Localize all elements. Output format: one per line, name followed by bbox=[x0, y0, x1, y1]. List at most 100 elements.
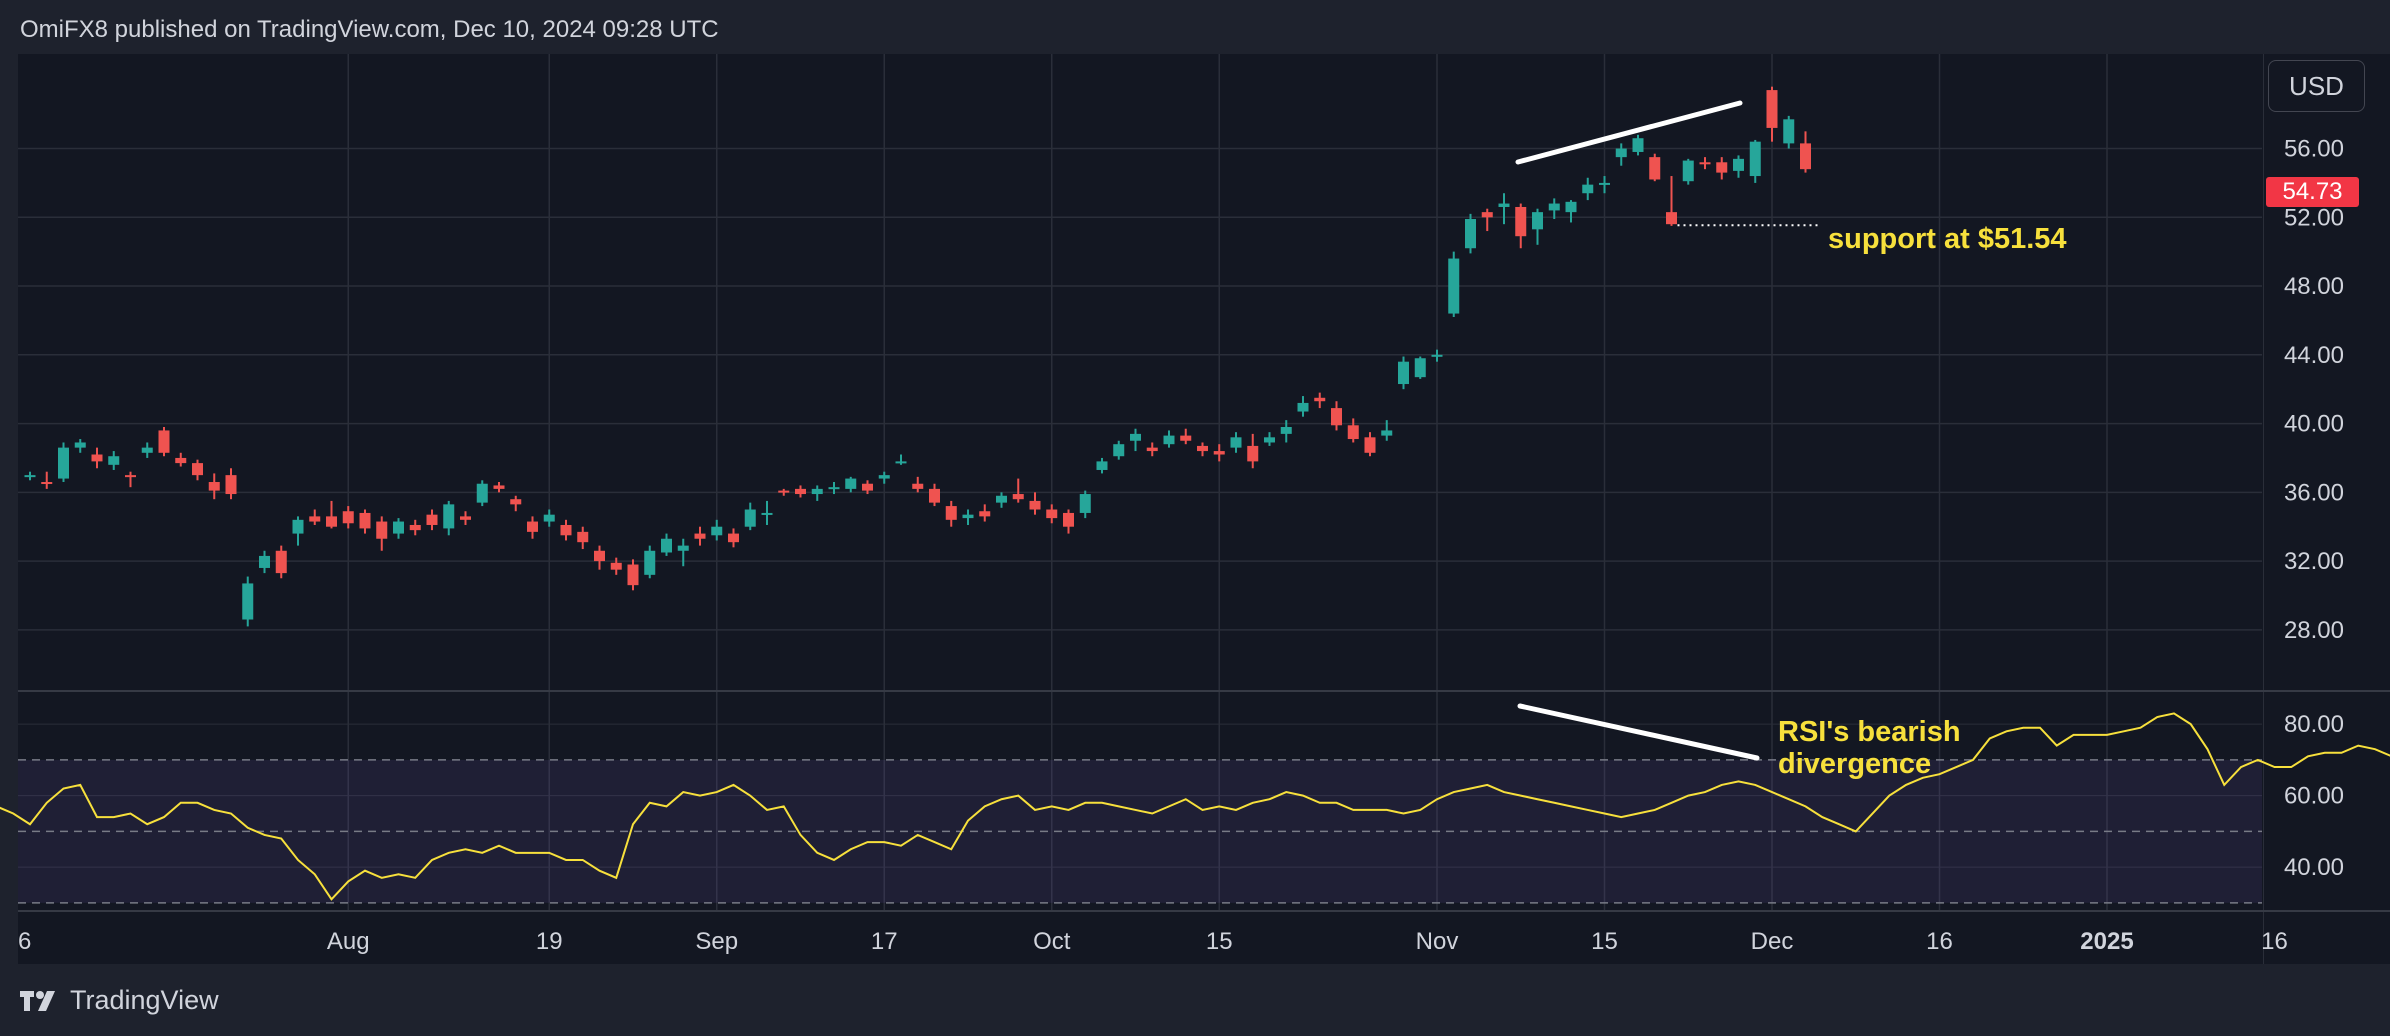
rsi-tick-label: 60.00 bbox=[2284, 783, 2344, 810]
candle-body bbox=[275, 550, 287, 574]
candle-body bbox=[644, 550, 656, 575]
candle-body bbox=[24, 475, 36, 478]
rsi-line bbox=[0, 712, 2390, 901]
candle bbox=[1381, 420, 1393, 441]
x-tick-label: 17 bbox=[871, 928, 898, 955]
tradingview-brand-text[interactable]: TradingView bbox=[70, 985, 219, 1015]
candle-body bbox=[1381, 430, 1393, 436]
candle bbox=[426, 509, 438, 531]
candle-body bbox=[527, 521, 538, 532]
tradingview-logo-icon bbox=[20, 990, 55, 1011]
candle bbox=[761, 500, 773, 525]
candle-body bbox=[1213, 451, 1225, 455]
candle bbox=[694, 526, 706, 546]
candle bbox=[175, 452, 187, 467]
candle-body bbox=[1699, 162, 1711, 165]
candle bbox=[1498, 193, 1510, 225]
candle-body bbox=[744, 509, 756, 527]
candle bbox=[996, 492, 1007, 508]
candle bbox=[1615, 143, 1627, 166]
x-tick-labels: 6 Aug 19 Sep 17 Oct 15 Nov 15 Dec 16 2025 16 bbox=[18, 928, 2288, 955]
candle bbox=[778, 488, 790, 496]
footer: TradingView bbox=[20, 985, 219, 1016]
candle bbox=[1682, 158, 1694, 185]
candle-body bbox=[1666, 212, 1677, 225]
candle-body bbox=[158, 430, 170, 453]
candle bbox=[1481, 208, 1493, 232]
trendlines bbox=[1515, 100, 1820, 761]
candle bbox=[141, 442, 153, 458]
candle-body bbox=[1565, 201, 1577, 213]
price-tick-label: 52.00 bbox=[2284, 204, 2344, 231]
candle-body bbox=[376, 521, 388, 539]
candle-body bbox=[342, 511, 354, 524]
rsi-divergence-annotation-line1: RSI's bearish bbox=[1778, 716, 1961, 748]
chart-plot-area[interactable] bbox=[18, 54, 2263, 964]
x-tick-label: Nov bbox=[1416, 928, 1459, 955]
candle-body bbox=[443, 504, 455, 529]
candle-body bbox=[1247, 445, 1259, 462]
candle-body bbox=[41, 482, 53, 485]
candle-body bbox=[1481, 212, 1493, 218]
candle-body bbox=[393, 521, 404, 534]
candle bbox=[225, 468, 237, 500]
candle bbox=[878, 471, 890, 484]
candle bbox=[1699, 157, 1711, 170]
candle bbox=[862, 480, 873, 495]
candle bbox=[1749, 139, 1761, 183]
candle-body bbox=[460, 516, 471, 520]
candle bbox=[342, 506, 354, 529]
candle-body bbox=[878, 475, 890, 479]
candle bbox=[1347, 418, 1359, 443]
price-tick-label: 28.00 bbox=[2284, 617, 2344, 644]
candle-body bbox=[1733, 158, 1744, 171]
candle-body bbox=[1716, 162, 1728, 173]
candle-body bbox=[292, 519, 304, 534]
candle-body bbox=[125, 475, 136, 478]
candle-body bbox=[1331, 408, 1342, 426]
candle-body bbox=[1398, 361, 1409, 385]
x-tick-label: Aug bbox=[327, 928, 370, 955]
candle-body bbox=[1130, 433, 1141, 441]
candle-body bbox=[711, 526, 723, 536]
price-tick-label: 40.00 bbox=[2284, 411, 2344, 438]
candles bbox=[24, 86, 1811, 627]
price-trendline bbox=[1515, 100, 1743, 165]
candle bbox=[912, 476, 924, 493]
candle bbox=[1247, 433, 1259, 469]
candle bbox=[1515, 203, 1527, 249]
candle-body bbox=[426, 514, 438, 525]
candle bbox=[677, 538, 689, 567]
candle-body bbox=[1615, 148, 1627, 158]
support-annotation: support at $51.54 bbox=[1828, 223, 2067, 255]
candle bbox=[661, 533, 672, 556]
candle-body bbox=[326, 516, 337, 527]
publisher-attribution: OmiFX8 published on TradingView.com, Dec… bbox=[20, 16, 719, 43]
candle-body bbox=[1197, 445, 1208, 452]
currency-button[interactable]: USD bbox=[2268, 60, 2365, 112]
candle-body bbox=[560, 524, 572, 536]
candle-body bbox=[1632, 138, 1644, 152]
candle-body bbox=[661, 538, 672, 553]
candle bbox=[1783, 115, 1795, 149]
candle bbox=[644, 545, 656, 579]
candle-body bbox=[309, 516, 321, 522]
candle bbox=[728, 528, 739, 548]
candle-body bbox=[1180, 435, 1192, 441]
candle-body bbox=[1783, 119, 1795, 144]
candle bbox=[1666, 176, 1677, 226]
candle-body bbox=[259, 555, 270, 568]
candle bbox=[1431, 349, 1443, 362]
candle-body bbox=[225, 475, 237, 495]
rsi-trendline bbox=[1517, 703, 1760, 761]
x-tick-label: 16 bbox=[2261, 928, 2288, 955]
candle bbox=[476, 480, 488, 507]
candle bbox=[929, 483, 940, 507]
candle-body bbox=[141, 447, 153, 453]
candle-body bbox=[1063, 512, 1074, 527]
candle-body bbox=[74, 442, 86, 448]
rsi-line-path bbox=[0, 712, 2390, 901]
candle-body bbox=[476, 483, 488, 503]
candle-body bbox=[1163, 435, 1175, 445]
